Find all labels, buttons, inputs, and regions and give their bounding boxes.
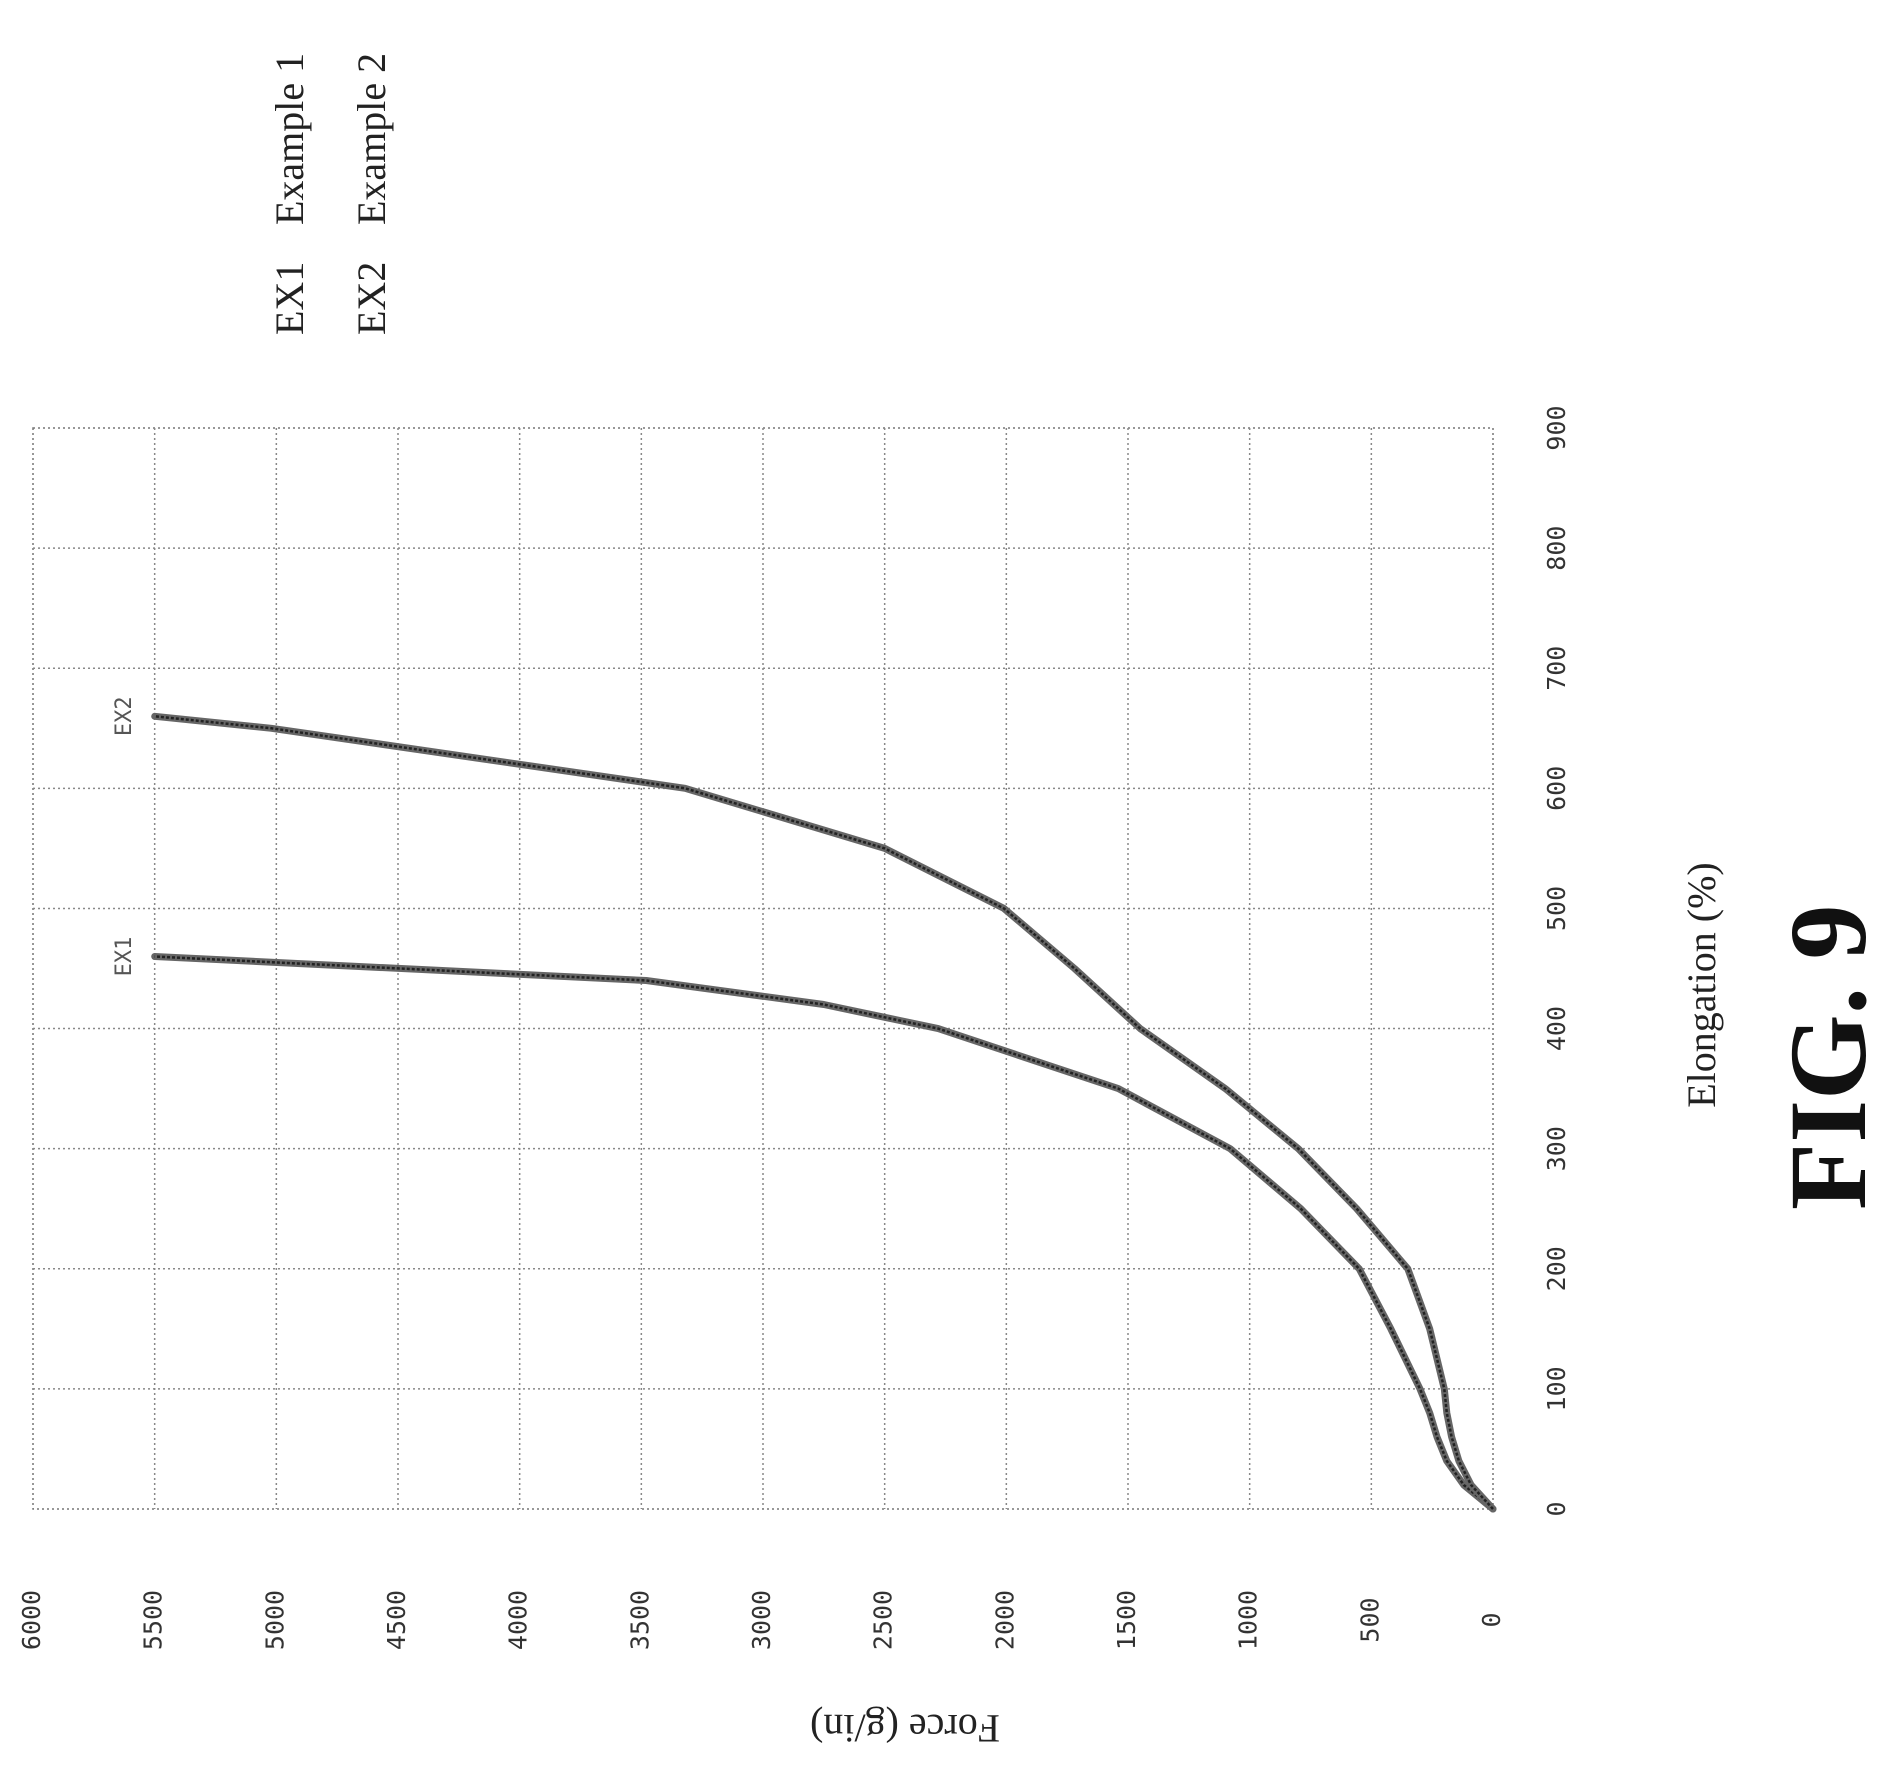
legend-code-ex2: EX2 [349,262,394,335]
y-tick-label: 1000 [1234,1590,1263,1650]
y-tick-label: 3500 [625,1590,654,1650]
y-tick-label: 500 [1355,1597,1384,1642]
y-tick-labels: 0 500 1000 1500 2000 2500 3000 3500 4000 4500 5000… [17,1590,1506,1650]
x-tick-label: 800 [1542,526,1571,571]
y-tick-label: 1500 [1112,1590,1141,1650]
x-tick-label: 500 [1542,886,1571,931]
y-tick-label: 4500 [382,1590,411,1650]
legend-text-ex2: Example 2 [349,53,394,225]
y-tick-label: 2500 [869,1590,898,1650]
x-tick-label: 0 [1542,1501,1571,1516]
grid-lines [33,428,1493,1509]
legend-text-ex1: Example 1 [267,53,312,225]
x-tick-label: 700 [1542,646,1571,691]
x-tick-label: 100 [1542,1366,1571,1411]
y-tick-label: 3000 [747,1590,776,1650]
x-tick-label: 200 [1542,1246,1571,1291]
legend-code-ex1: EX1 [267,262,312,335]
y-tick-label: 5500 [139,1590,168,1650]
series-line-ex1 [151,953,1497,1513]
series-line-texture-ex1 [154,955,1494,1510]
x-axis-label: Elongation (%) [1679,862,1724,1108]
y-tick-label: 0 [1477,1612,1506,1627]
x-tick-label: 600 [1542,766,1571,811]
x-tick-label: 400 [1542,1006,1571,1051]
y-tick-label: 6000 [17,1590,46,1650]
figure-label: FIG. 9 [1767,904,1884,1210]
x-tick-label: 300 [1542,1126,1571,1171]
series-end-label-ex1: EX1 [112,937,137,977]
series-line-ex2 [151,712,1497,1513]
y-tick-label: 2000 [990,1590,1019,1650]
series-end-labels: EX1 EX2 [112,696,137,976]
series-line-texture-ex2 [154,715,1494,1510]
y-tick-label: 5000 [260,1590,289,1650]
y-axis-label: Force (g/in) [810,1706,1000,1751]
y-tick-label: 4000 [504,1590,533,1650]
series-end-label-ex2: EX2 [112,696,137,736]
x-tick-labels: 0 100 200 300 400 500 600 700 800 900 [1542,405,1571,1516]
legend: EX1 Example 1 EX2 Example 2 [267,53,394,335]
series-layer [151,712,1497,1513]
x-tick-label: 900 [1542,405,1571,450]
